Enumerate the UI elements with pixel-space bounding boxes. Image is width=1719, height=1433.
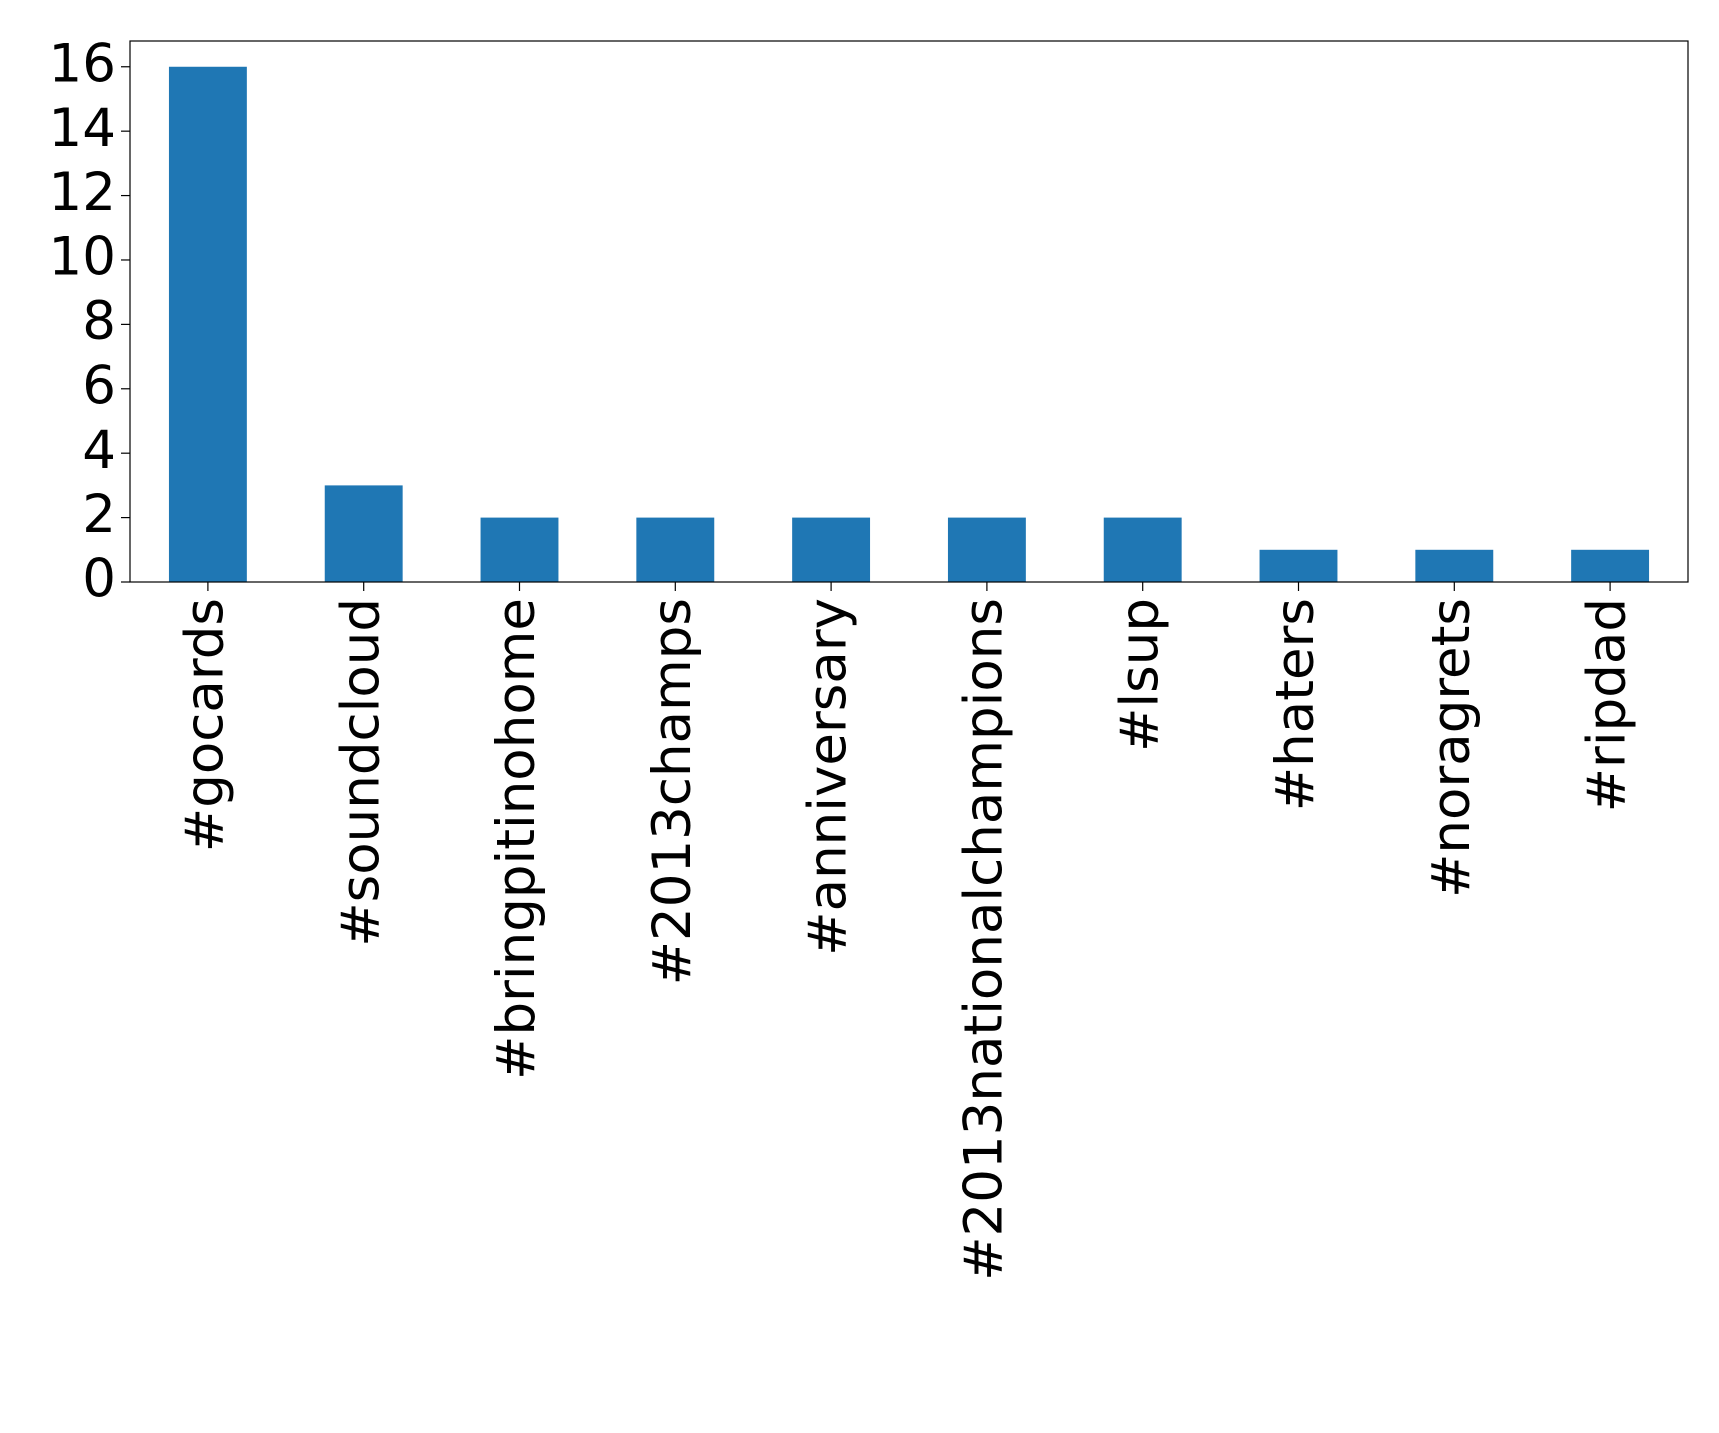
bar [1259, 549, 1338, 582]
bar [947, 517, 1026, 582]
x-tick-label: #ripdad [1577, 598, 1638, 812]
y-tick-label: 0 [82, 549, 116, 610]
y-tick-label: 10 [49, 227, 116, 288]
x-tick-label: #haters [1265, 598, 1326, 811]
x-tick-label: #lsup [1109, 598, 1170, 752]
bar [1415, 549, 1494, 582]
bar [1103, 517, 1182, 582]
bar [636, 517, 715, 582]
y-tick-label: 14 [49, 98, 116, 159]
y-tick-label: 6 [82, 355, 116, 416]
bar [324, 485, 403, 582]
y-tick-label: 2 [82, 484, 116, 545]
y-tick-label: 4 [82, 420, 116, 481]
x-tick-label: #gocards [175, 598, 236, 852]
x-tick-label: #2013nationalchampions [954, 598, 1015, 1281]
plot-frame [129, 40, 1689, 583]
bar [480, 517, 559, 582]
y-tick-label: 16 [49, 33, 116, 94]
x-tick-label: #anniversary [798, 598, 859, 956]
bar [168, 66, 247, 582]
y-tick-label: 8 [82, 291, 116, 352]
x-tick-label: #noragrets [1421, 598, 1482, 898]
bar [792, 517, 871, 582]
y-tick-label: 12 [49, 162, 116, 223]
x-tick-label: #2013champs [642, 598, 703, 985]
x-tick-label: #soundcloud [330, 598, 391, 947]
x-tick-label: #bringpitinohome [486, 598, 547, 1080]
bar [1571, 549, 1650, 582]
